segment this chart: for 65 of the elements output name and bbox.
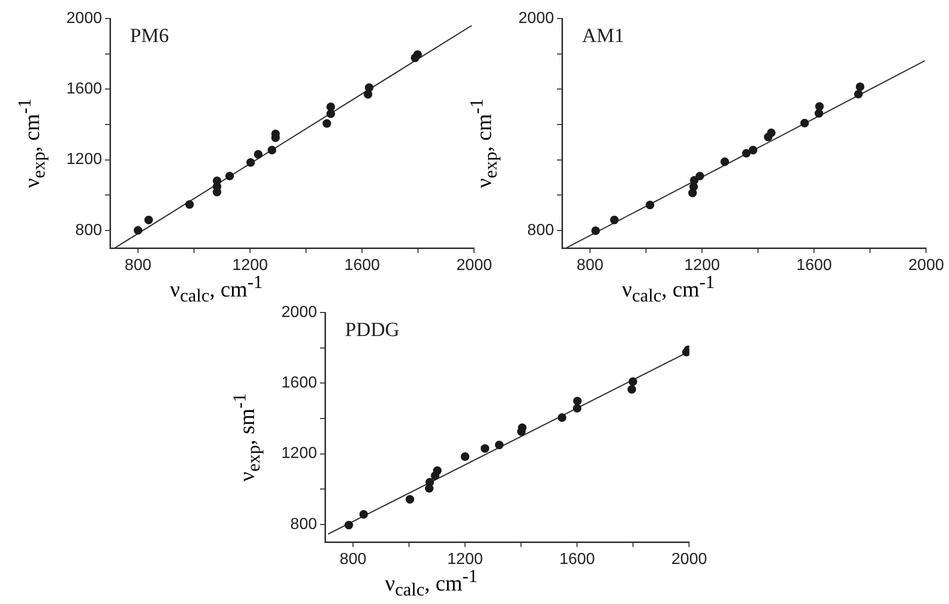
x-tick-label: 1600 (559, 551, 596, 568)
point (610, 216, 619, 224)
x-tick-label: 1600 (344, 257, 380, 274)
x-tick-label: 2000 (671, 551, 708, 568)
x-tick-label: 800 (576, 257, 604, 274)
point (144, 216, 153, 224)
point (480, 444, 490, 453)
point (766, 128, 776, 138)
point (254, 150, 263, 159)
x-tick-label: 1200 (232, 257, 268, 274)
point (326, 109, 336, 118)
point (246, 158, 255, 167)
point (425, 478, 434, 486)
chart-title: PDDG (345, 318, 400, 341)
point (364, 83, 374, 92)
point (558, 413, 566, 422)
point (322, 119, 332, 128)
y-tick-label: 800 (290, 516, 318, 533)
chart-title: PM6 (130, 24, 169, 47)
point (748, 146, 758, 154)
point (413, 50, 422, 59)
point (814, 109, 824, 118)
point (326, 102, 336, 112)
point (572, 404, 582, 413)
point (591, 226, 600, 236)
x-axis-title: ν$_{calc}$, cm$^{-1}$ (385, 566, 478, 600)
x-tick-label: 2000 (456, 257, 492, 274)
point (494, 440, 504, 450)
point (815, 102, 824, 111)
chart-title: AM1 (582, 24, 624, 47)
point (800, 118, 809, 128)
point (359, 510, 368, 519)
point (344, 520, 354, 530)
point (856, 82, 864, 92)
x-tick-label: 2000 (908, 257, 944, 274)
point (134, 226, 142, 235)
x-tick-label: 800 (340, 551, 366, 568)
point (406, 494, 414, 504)
y-tick-label: 1600 (66, 80, 102, 98)
y-tick-label: 800 (75, 222, 102, 239)
point (696, 172, 704, 180)
point (742, 148, 751, 158)
point (460, 452, 470, 461)
point (854, 90, 863, 98)
x-tick-label: 1600 (796, 257, 832, 274)
point (646, 200, 654, 210)
x-tick-label: 1200 (684, 257, 720, 274)
y-tick-label: 2000 (66, 10, 102, 28)
point (573, 396, 582, 406)
y-tick-label: 1200 (281, 445, 318, 462)
x-tick-label: 1200 (447, 551, 483, 568)
point (433, 466, 442, 475)
point (720, 157, 730, 166)
y-tick-label: 1600 (281, 374, 318, 392)
y-tick-label: 1200 (66, 151, 102, 168)
point (690, 176, 699, 185)
x-axis-title: ν$_{calc}$, cm$^{-1}$ (170, 272, 263, 306)
point (268, 146, 276, 154)
y-tick-label: 2000 (281, 304, 318, 322)
x-tick-label: 800 (124, 257, 152, 274)
point (225, 172, 234, 180)
point (185, 200, 194, 209)
point (628, 377, 638, 386)
point (627, 385, 636, 394)
x-axis-title: ν$_{calc}$, cm$^{-1}$ (622, 272, 715, 306)
